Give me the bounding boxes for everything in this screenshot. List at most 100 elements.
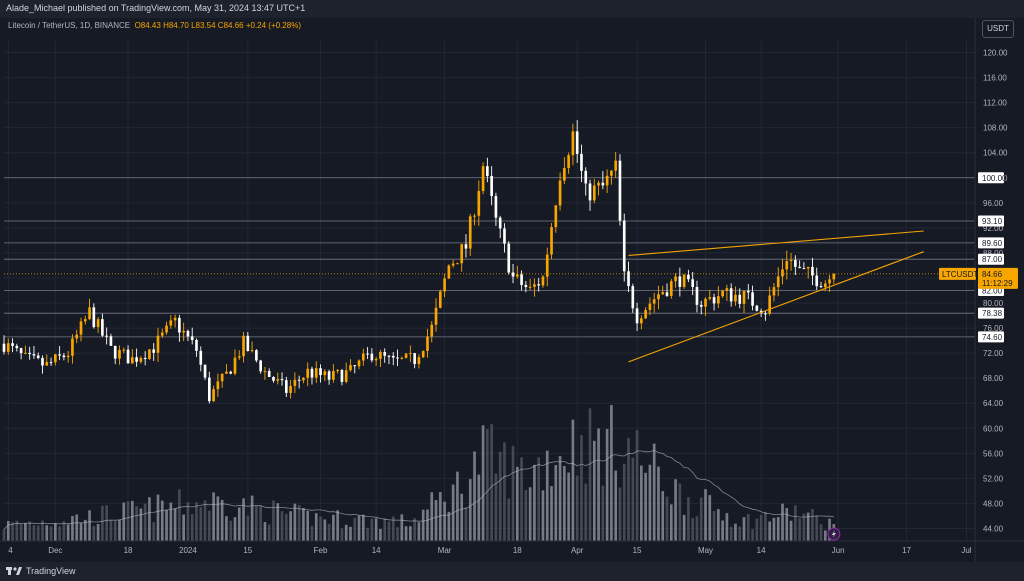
volume-bar [340, 528, 344, 541]
candle-body [361, 353, 365, 361]
candle-body [734, 294, 737, 302]
volume-bar [310, 525, 314, 541]
volume-bar [36, 525, 40, 541]
volume-bar [699, 497, 703, 541]
volume-bar [712, 511, 716, 541]
candle-body [755, 305, 759, 311]
candle-body [477, 191, 481, 216]
volume-bar [242, 498, 245, 541]
volume-bar [687, 497, 690, 541]
currency-unit-button[interactable]: USDT [982, 20, 1014, 38]
volume-bar [374, 518, 378, 541]
volume-bar [160, 500, 164, 541]
tradingview-logo[interactable]: TradingView [6, 566, 76, 576]
candle-body [122, 349, 126, 351]
candle-body [699, 304, 703, 307]
symbol-label: Litecoin / TetherUS, 1D, BINANCE [8, 21, 131, 30]
volume-bar [738, 526, 742, 541]
volume-bar [148, 497, 151, 541]
volume-bar [614, 470, 618, 541]
volume-bar [811, 509, 814, 541]
publisher-text: Alade_Michael published on TradingView.c… [6, 3, 306, 13]
volume-bar [755, 518, 759, 541]
volume-bar [276, 503, 280, 541]
x-tick-label: Dec [48, 546, 62, 555]
volume-bar [776, 517, 780, 541]
volume-bar [237, 507, 241, 541]
volume-bar [233, 517, 237, 541]
volume-bar [768, 521, 772, 541]
candle-body [708, 297, 712, 299]
candle-body [323, 371, 327, 376]
volume-bar [464, 507, 468, 541]
x-tick-label: 4 [8, 546, 13, 555]
level-label-box [978, 172, 1004, 184]
y-tick-label: 120.00 [983, 49, 1008, 58]
level-label: 82.00 [982, 287, 1003, 296]
candle-body [66, 355, 70, 358]
candle-body [267, 371, 271, 377]
volume-bar [644, 472, 647, 541]
x-tick-label: Mar [438, 546, 452, 555]
level-label: 93.10 [982, 217, 1003, 226]
volume-bar [88, 510, 91, 541]
candle-body [657, 294, 660, 300]
volume-bar [580, 435, 583, 541]
volume-bar [725, 513, 729, 541]
candle-body [336, 370, 339, 372]
volume-bar [665, 496, 669, 541]
volume-bar [794, 505, 797, 541]
candle-body [712, 297, 716, 304]
candle-body [781, 269, 784, 277]
level-label-box [978, 237, 1004, 249]
candle-body [729, 288, 733, 302]
y-tick-label: 88.00 [983, 249, 1004, 258]
candle-body [605, 175, 609, 186]
x-tick-label: 2024 [179, 546, 197, 555]
volume-bar [477, 474, 481, 541]
volume-bar [819, 524, 823, 541]
volume-bar [6, 521, 10, 541]
level-label-box [978, 331, 1004, 343]
candle-body [143, 358, 147, 360]
candle-body [75, 334, 79, 339]
candle-body [195, 339, 198, 351]
lightning-glyph [831, 530, 836, 538]
volume-bar [156, 494, 160, 541]
volume-bar [165, 509, 168, 541]
candle-body [687, 274, 690, 280]
candle-body [456, 263, 459, 265]
candle-body [430, 324, 434, 337]
volume-bar [635, 429, 639, 541]
volume-bar [62, 521, 66, 541]
volume-bar [259, 505, 262, 541]
candle-body [460, 244, 464, 264]
volume-bar [130, 500, 134, 541]
candle-body [62, 355, 66, 358]
candle-body [113, 345, 117, 359]
volume-bar [229, 520, 233, 541]
candle-body [148, 349, 151, 359]
candle-body [15, 345, 19, 349]
volume-bar [657, 466, 660, 541]
volume-bar [396, 527, 399, 541]
candle-body [349, 365, 352, 371]
candle-body [725, 288, 729, 291]
volume-bar [203, 500, 207, 541]
x-tick-label: Apr [571, 546, 584, 555]
volume-bar [404, 526, 408, 541]
candle-body [255, 350, 258, 361]
candle-body [36, 355, 40, 358]
x-tick-label: 18 [124, 546, 133, 555]
candle-body [678, 276, 682, 287]
volume-bar [511, 445, 515, 541]
candle-body [601, 182, 605, 186]
high-value: H84.70 [163, 21, 189, 30]
candle-body [246, 335, 250, 352]
volume-bar [631, 457, 635, 541]
candle-body [661, 292, 665, 295]
candle-body [45, 362, 49, 366]
volume-bar [520, 457, 523, 541]
candle-body [768, 295, 772, 314]
